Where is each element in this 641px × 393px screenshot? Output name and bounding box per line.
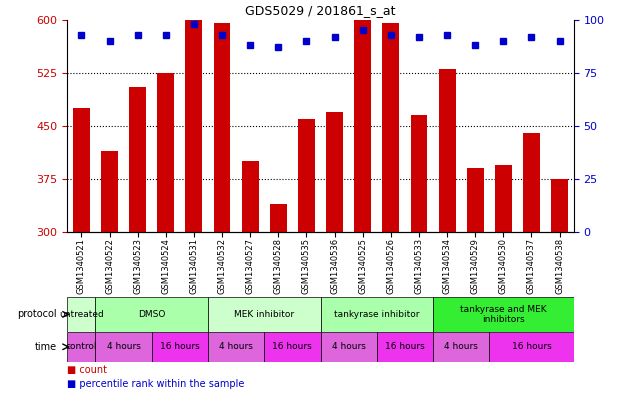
Bar xyxy=(96,297,208,332)
Bar xyxy=(523,133,540,232)
Bar xyxy=(152,332,208,362)
Bar xyxy=(129,87,146,232)
Bar xyxy=(320,297,433,332)
Text: MEK inhibitor: MEK inhibitor xyxy=(234,310,294,319)
Bar xyxy=(433,297,574,332)
Bar xyxy=(208,297,320,332)
Text: ■ percentile rank within the sample: ■ percentile rank within the sample xyxy=(67,379,245,389)
Bar xyxy=(320,332,377,362)
Text: DMSO: DMSO xyxy=(138,310,165,319)
Text: ■ count: ■ count xyxy=(67,365,107,375)
Bar xyxy=(73,108,90,232)
Text: control: control xyxy=(65,342,97,351)
Title: GDS5029 / 201861_s_at: GDS5029 / 201861_s_at xyxy=(246,4,395,17)
Text: 4 hours: 4 hours xyxy=(444,342,478,351)
Bar xyxy=(213,23,231,232)
Bar xyxy=(264,332,320,362)
Text: 16 hours: 16 hours xyxy=(512,342,551,351)
Bar xyxy=(101,151,118,232)
Bar xyxy=(467,168,484,232)
Text: 16 hours: 16 hours xyxy=(385,342,425,351)
Bar xyxy=(433,332,489,362)
Bar xyxy=(551,179,568,232)
Text: tankyrase and MEK
inhibitors: tankyrase and MEK inhibitors xyxy=(460,305,547,324)
Bar xyxy=(67,297,96,332)
Text: protocol: protocol xyxy=(17,309,57,320)
Bar xyxy=(242,161,258,232)
Bar xyxy=(298,119,315,232)
Text: 16 hours: 16 hours xyxy=(272,342,312,351)
Bar xyxy=(326,112,343,232)
Bar xyxy=(354,20,371,232)
Text: 4 hours: 4 hours xyxy=(219,342,253,351)
Bar xyxy=(489,332,574,362)
Bar xyxy=(438,69,456,232)
Bar xyxy=(185,20,203,232)
Text: 4 hours: 4 hours xyxy=(106,342,140,351)
Bar xyxy=(157,73,174,232)
Text: untreated: untreated xyxy=(59,310,104,319)
Bar xyxy=(270,204,287,232)
Bar xyxy=(96,332,152,362)
Bar xyxy=(383,23,399,232)
Text: 4 hours: 4 hours xyxy=(331,342,365,351)
Text: tankyrase inhibitor: tankyrase inhibitor xyxy=(334,310,419,319)
Bar xyxy=(410,115,428,232)
Bar xyxy=(67,332,96,362)
Text: 16 hours: 16 hours xyxy=(160,342,200,351)
Bar xyxy=(377,332,433,362)
Bar xyxy=(208,332,264,362)
Bar xyxy=(495,165,512,232)
Text: time: time xyxy=(35,342,57,352)
